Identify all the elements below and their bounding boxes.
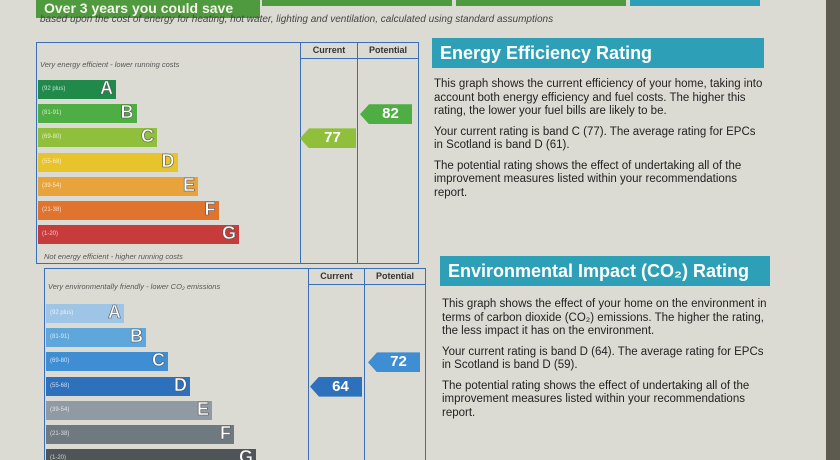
energy-band-range: (55-68) bbox=[42, 158, 62, 165]
banner-strip-teal bbox=[630, 0, 760, 6]
env-current-header: Current bbox=[309, 268, 364, 285]
env-top-note: Very environmentally friendly - lower CO… bbox=[48, 282, 221, 291]
env-band-letter: A bbox=[108, 302, 122, 323]
env-band-b: (81-91) B bbox=[46, 326, 146, 348]
env-chart-frame bbox=[44, 268, 426, 460]
energy-band-range: (39-54) bbox=[42, 182, 62, 189]
energy-band-a: (92 plus) A bbox=[38, 78, 116, 99]
env-band-g: (1-20) G bbox=[46, 447, 256, 460]
table-background bbox=[826, 0, 840, 460]
env-potential-rating-arrow: 72 bbox=[368, 352, 420, 373]
env-band-range: (55-68) bbox=[50, 382, 70, 389]
env-band-letter: G bbox=[238, 447, 254, 460]
energy-band-letter: G bbox=[221, 223, 237, 244]
energy-panel-title: Energy Efficiency Rating bbox=[432, 38, 764, 68]
energy-panel-text: This graph shows the current efficiency … bbox=[434, 78, 764, 207]
savings-banner: Over 3 years you could save bbox=[36, 0, 260, 18]
energy-band-letter: E bbox=[182, 174, 196, 195]
energy-band-g: (1-20) G bbox=[38, 223, 239, 245]
energy-band-range: (21-38) bbox=[42, 207, 62, 213]
energy-top-note: Very energy efficient - lower running co… bbox=[40, 60, 180, 69]
energy-current-header: Current bbox=[301, 42, 357, 59]
env-band-f: (21-38) F bbox=[46, 423, 234, 444]
env-desc-p1: This graph shows the effect of your home… bbox=[442, 298, 767, 337]
env-band-letter: C bbox=[152, 350, 166, 371]
env-band-a: (92 plus) A bbox=[46, 302, 124, 323]
energy-band-letter: D bbox=[161, 150, 175, 171]
env-band-range: (92 plus) bbox=[50, 310, 74, 316]
env-desc-p3: The potential rating shows the effect of… bbox=[442, 379, 750, 419]
energy-band-range: (69-80) bbox=[42, 134, 62, 141]
energy-band-range: (81-91) bbox=[42, 110, 62, 117]
env-col-divider-2 bbox=[364, 268, 365, 460]
banner-strip-right bbox=[456, 0, 626, 6]
energy-current-rating-arrow: 77 bbox=[300, 128, 356, 149]
env-band-range: (1-20) bbox=[50, 455, 67, 460]
energy-potential-rating-arrow: 82 bbox=[360, 104, 412, 125]
env-potential-header: Potential bbox=[365, 268, 425, 285]
energy-band-range: (1-20) bbox=[42, 231, 59, 238]
env-panel-title: Environmental Impact (CO₂) Rating bbox=[440, 256, 770, 286]
energy-band-c: (69-80) C bbox=[38, 126, 157, 148]
env-current-rating-arrow: 64 bbox=[310, 376, 362, 397]
env-col-divider-1 bbox=[308, 268, 309, 460]
env-band-letter: B bbox=[130, 326, 144, 347]
env-desc-p2: Your current rating is band D (64). The … bbox=[442, 345, 764, 372]
energy-chart-frame bbox=[36, 42, 419, 264]
energy-col-divider-2 bbox=[357, 42, 358, 264]
env-band-letter: F bbox=[220, 423, 232, 444]
energy-desc-p2: Your current rating is band C (77). The … bbox=[434, 125, 756, 152]
energy-band-b: (81-91) B bbox=[38, 102, 137, 124]
energy-band-letter: C bbox=[141, 126, 155, 147]
env-band-letter: E bbox=[196, 398, 210, 419]
savings-subline: based upon the cost of energy for heatin… bbox=[40, 14, 554, 25]
energy-bottom-note: Not energy efficient - higher running co… bbox=[44, 252, 183, 261]
energy-band-e: (39-54) E bbox=[38, 174, 198, 196]
energy-potential-header: Potential bbox=[358, 42, 418, 59]
energy-desc-p1: This graph shows the current efficiency … bbox=[434, 78, 763, 117]
env-band-range: (69-80) bbox=[50, 358, 70, 365]
env-band-range: (81-91) bbox=[50, 334, 70, 341]
energy-band-letter: B bbox=[120, 102, 134, 123]
env-band-letter: D bbox=[174, 374, 188, 395]
energy-desc-p3: The potential rating shows the effect of… bbox=[434, 159, 742, 199]
env-panel-text: This graph shows the effect of your home… bbox=[442, 298, 772, 427]
env-band-d: (55-68) D bbox=[46, 374, 190, 396]
env-band-range: (21-38) bbox=[50, 431, 70, 437]
env-band-c: (69-80) C bbox=[46, 350, 168, 372]
energy-band-letter: F bbox=[204, 199, 216, 220]
energy-col-divider-1 bbox=[300, 42, 301, 264]
env-band-range: (39-54) bbox=[50, 406, 70, 413]
energy-band-f: (21-38) F bbox=[38, 199, 219, 220]
energy-band-d: (55-68) D bbox=[38, 150, 178, 172]
energy-band-range: (92 plus) bbox=[42, 86, 66, 92]
env-band-e: (39-54) E bbox=[46, 398, 212, 420]
energy-band-letter: A bbox=[100, 78, 114, 99]
banner-strip-middle bbox=[262, 0, 452, 6]
